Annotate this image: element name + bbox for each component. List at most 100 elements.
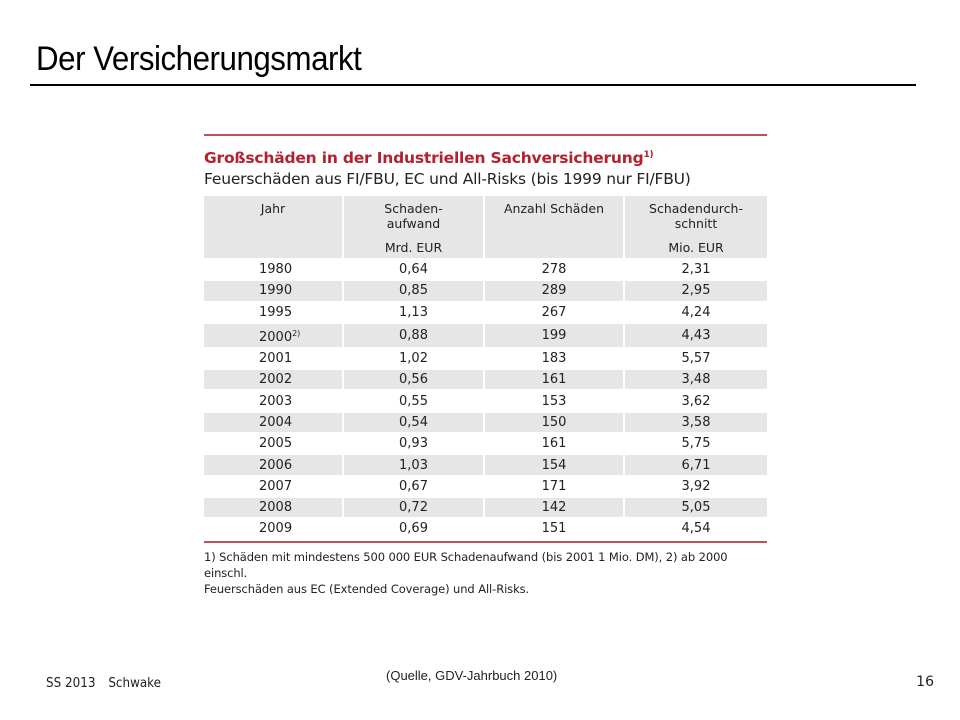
figure-title-note: 1) xyxy=(643,150,654,160)
cell-aufwand: 0,69 xyxy=(344,517,485,539)
cell-anzahl: 150 xyxy=(485,410,625,433)
table-row: 20002) 0,88 199 4,43 xyxy=(204,321,767,347)
cell-schnitt: 3,58 xyxy=(625,410,767,433)
table-row: 2008 0,72 142 5,05 xyxy=(204,495,767,518)
cell-schnitt: 5,75 xyxy=(625,432,767,453)
cell-aufwand-value: 1,03 xyxy=(399,457,428,473)
cell-aufwand-value: 0,72 xyxy=(399,500,428,516)
cell-schnitt-value: 5,05 xyxy=(681,500,711,516)
cell-year-value: 2006 xyxy=(259,457,293,473)
cell-aufwand: 0,56 xyxy=(344,368,485,390)
cell-year: 2004 xyxy=(204,410,344,433)
cell-year: 2005 xyxy=(204,432,344,454)
slide-footer: SS 2013 Schwake xyxy=(46,676,161,691)
cell-schnitt: 5,57 xyxy=(625,346,767,368)
cell-year: 20002) xyxy=(204,321,344,347)
table-row: 2006 1,03 154 6,71 xyxy=(204,453,767,475)
cell-year: 2001 xyxy=(204,346,344,369)
cell-anzahl-value: 171 xyxy=(541,478,567,494)
cell-anzahl-value: 142 xyxy=(541,500,567,516)
cell-schnitt-value: 3,48 xyxy=(681,372,711,388)
column-header-label: Schadendurch- schnitt xyxy=(649,201,743,231)
cell-year-value: 2000 xyxy=(259,329,293,345)
cell-anzahl-value: 154 xyxy=(541,457,567,473)
cell-schnitt: 4,24 xyxy=(625,300,767,322)
cell-schnitt: 2,95 xyxy=(625,279,767,301)
cell-aufwand: 0,67 xyxy=(344,474,485,496)
cell-year-value: 1980 xyxy=(259,262,293,278)
cell-schnitt: 3,48 xyxy=(625,368,767,390)
cell-schnitt-value: 4,24 xyxy=(681,304,711,320)
cell-anzahl: 151 xyxy=(485,517,625,539)
footer-semester: SS 2013 xyxy=(46,676,96,691)
cell-schnitt: 3,62 xyxy=(625,389,767,410)
claims-table: Jahr Schaden- aufwand Mrd. EUR Anzahl Sch… xyxy=(204,196,767,539)
cell-anzahl: 289 xyxy=(485,279,625,301)
figure-title-text: Großschäden in der Industriellen Sachver… xyxy=(204,149,644,167)
footnote-line: 1) Schäden mit mindestens 500 000 EUR Sc… xyxy=(204,549,728,580)
table-row: 1980 0,64 278 2,31 xyxy=(204,258,767,280)
cell-schnitt-value: 3,92 xyxy=(681,478,711,494)
figure-title: Großschäden in der Industriellen Sachver… xyxy=(204,145,767,168)
cell-aufwand-value: 1,02 xyxy=(399,351,428,367)
figure-footnote: 1) Schäden mit mindestens 500 000 EUR Sc… xyxy=(204,549,767,597)
cell-schnitt-value: 6,71 xyxy=(681,457,711,473)
column-header-schnitt: Schadendurch- schnitt Mio. EUR xyxy=(625,196,767,258)
cell-year-value: 1990 xyxy=(259,283,293,299)
cell-schnitt: 4,54 xyxy=(625,517,767,538)
cell-year: 2006 xyxy=(204,453,344,475)
cell-anzahl: 142 xyxy=(485,495,625,518)
page-number: 16 xyxy=(916,674,934,690)
cell-aufwand-value: 1,13 xyxy=(399,304,428,320)
cell-year: 1990 xyxy=(204,279,344,301)
cell-year: 2007 xyxy=(204,474,344,496)
cell-schnitt: 2,31 xyxy=(625,258,767,279)
cell-schnitt-value: 5,57 xyxy=(681,351,711,367)
cell-aufwand-value: 0,54 xyxy=(399,414,428,430)
table-row: 2001 1,02 183 5,57 xyxy=(204,346,767,369)
figure-bottom-rule xyxy=(204,540,767,543)
cell-schnitt: 3,92 xyxy=(625,474,767,496)
column-header-label: Anzahl Schäden xyxy=(504,201,604,216)
table-row: 2007 0,67 171 3,92 xyxy=(204,474,767,496)
cell-aufwand-value: 0,88 xyxy=(399,327,428,343)
column-header-label: Schaden- aufwand xyxy=(384,201,443,231)
cell-anzahl-value: 151 xyxy=(541,521,567,537)
cell-aufwand: 0,64 xyxy=(344,258,485,280)
cell-aufwand: 0,54 xyxy=(344,410,485,433)
table-row: 2004 0,54 150 3,58 xyxy=(204,410,767,433)
cell-aufwand: 1,13 xyxy=(344,300,485,322)
cell-schnitt: 6,71 xyxy=(625,453,767,475)
cell-anzahl-value: 153 xyxy=(541,393,567,409)
cell-schnitt-value: 5,75 xyxy=(681,436,711,452)
cell-aufwand: 1,02 xyxy=(344,346,485,369)
column-header-unit: Mio. EUR xyxy=(668,240,724,255)
cell-aufwand-value: 0,67 xyxy=(399,478,428,494)
table-row: 1995 1,13 267 4,24 xyxy=(204,300,767,322)
source-citation: (Quelle, GDV-Jahrbuch 2010) xyxy=(386,668,558,683)
cell-anzahl: 153 xyxy=(485,389,625,411)
cell-aufwand: 0,88 xyxy=(344,321,485,347)
cell-year: 2003 xyxy=(204,389,344,411)
cell-anzahl: 183 xyxy=(485,346,625,369)
table-row: 2003 0,55 153 3,62 xyxy=(204,389,767,411)
cell-schnitt-value: 4,43 xyxy=(681,327,711,343)
cell-year-value: 2002 xyxy=(259,372,293,388)
column-header-anzahl: Anzahl Schäden xyxy=(485,196,625,258)
cell-schnitt-value: 2,31 xyxy=(681,262,711,278)
cell-year-value: 1995 xyxy=(259,304,293,320)
cell-year: 2002 xyxy=(204,368,344,390)
footer-author: Schwake xyxy=(108,676,162,691)
footnote-line: Feuerschäden aus EC (Extended Coverage) … xyxy=(204,581,530,596)
figure-top-rule xyxy=(204,134,767,136)
cell-aufwand-value: 0,69 xyxy=(399,521,428,537)
cell-anzahl-value: 161 xyxy=(541,436,567,452)
figure-subtitle: Feuerschäden aus FI/FBU, EC und All-Risk… xyxy=(204,170,691,188)
cell-anzahl: 278 xyxy=(485,258,625,280)
cell-aufwand-value: 0,85 xyxy=(399,283,428,299)
cell-schnitt-value: 3,58 xyxy=(681,414,711,430)
cell-aufwand: 0,85 xyxy=(344,279,485,301)
cell-anzahl: 161 xyxy=(485,368,625,390)
title-divider xyxy=(30,84,916,86)
cell-schnitt-value: 4,54 xyxy=(681,521,711,537)
